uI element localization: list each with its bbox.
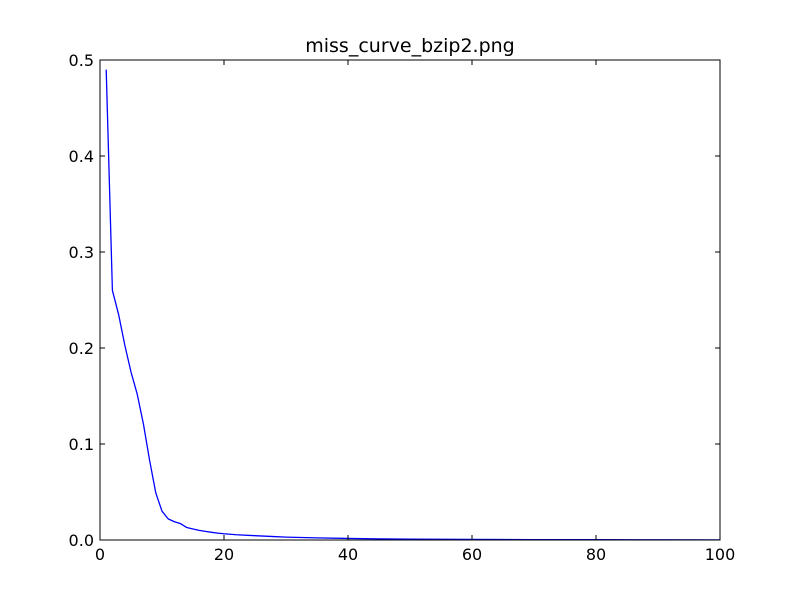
plot-frame xyxy=(99,59,721,541)
series-layer xyxy=(105,69,721,541)
y-tick-label: 0.2 xyxy=(69,339,94,358)
y-tick-label: 0.5 xyxy=(69,51,94,70)
x-tick-label: 60 xyxy=(462,545,482,564)
x-tick-label: 40 xyxy=(338,545,358,564)
x-tick-label: 80 xyxy=(586,545,606,564)
x-tick-label: 100 xyxy=(705,545,736,564)
plot-area xyxy=(100,60,720,540)
y-tick-label: 0.3 xyxy=(69,243,94,262)
y-tick-label: 0.1 xyxy=(69,435,94,454)
chart-title: miss_curve_bzip2.png xyxy=(305,35,514,57)
x-tick-label: 20 xyxy=(214,545,234,564)
y-tick-label: 0.0 xyxy=(69,531,94,550)
series-line-0 xyxy=(105,69,721,541)
x-tick-label: 0 xyxy=(95,545,105,564)
y-tick-label: 0.4 xyxy=(69,147,94,166)
